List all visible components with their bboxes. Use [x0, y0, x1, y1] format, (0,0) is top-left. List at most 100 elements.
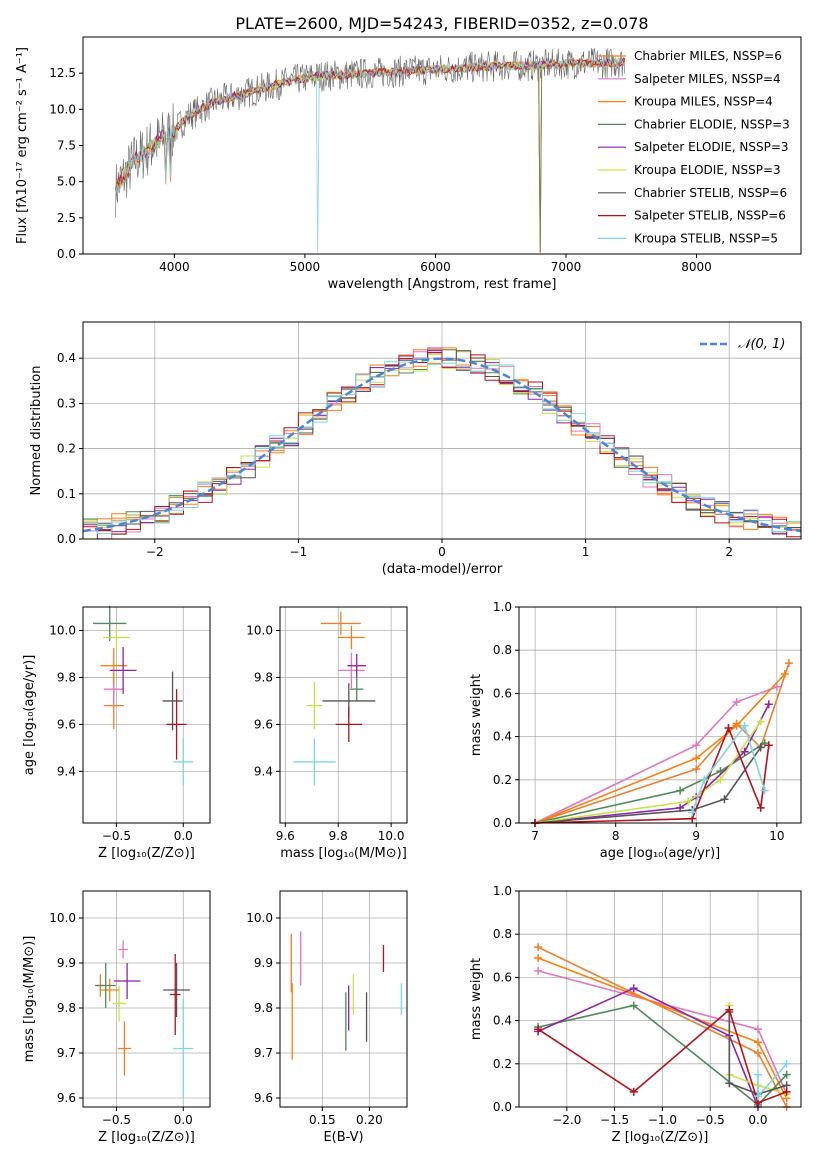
weight-series-line [537, 987, 759, 1108]
weight-marker [756, 803, 765, 812]
histogram-series [83, 351, 801, 538]
x-tick-label: 6000 [420, 260, 451, 274]
weight-marker [740, 747, 749, 756]
y-tick-label: 10.0 [49, 911, 76, 925]
weight-marker [740, 721, 749, 730]
weight-marker [692, 765, 701, 773]
weight-marker [764, 700, 773, 709]
weight-marker [534, 1025, 543, 1034]
weight-marker [716, 775, 725, 784]
legend-label: Salpeter MILES, NSSP=4 [634, 72, 781, 86]
x-tick-label: 0.0 [174, 829, 193, 843]
legend-label: Salpeter ELODIE, NSSP=3 [634, 140, 789, 154]
y-axis-label: mass weight [469, 674, 484, 756]
y-tick-label: 12.5 [49, 66, 76, 80]
x-tick-label: 8 [612, 829, 620, 843]
x-tick-label: 8000 [681, 260, 712, 274]
x-tick-label: 0.0 [748, 1113, 767, 1127]
y-tick-label: 9.4 [57, 764, 76, 778]
weight-marker [725, 1079, 734, 1088]
axes-frame [279, 606, 408, 824]
axes-frame [82, 36, 802, 255]
weight-series-line [728, 1012, 787, 1095]
spectrum-panel: 4000 5000 6000 7000 8000 0.0 2.5 5.0 7.5 10.0 12.5… [15, 36, 802, 292]
weight-marker [629, 1087, 638, 1096]
y-tick-label: 9.6 [254, 717, 273, 731]
y-tick-label: 0.6 [493, 686, 512, 700]
weight-marker [534, 966, 543, 975]
y-tick-label: 5.0 [57, 175, 76, 189]
y-tick-label: 0.4 [493, 1014, 512, 1028]
x-tick-label: −1.0 [648, 1113, 677, 1127]
x-tick-label: 0.0 [174, 1113, 193, 1127]
x-tick-label: 4000 [159, 260, 190, 274]
weight-marker [756, 717, 765, 726]
weight-marker [692, 741, 701, 750]
y-tick-label: 9.7 [57, 1046, 76, 1060]
y-tick-label: 0.0 [57, 532, 76, 546]
weight-marker [756, 743, 765, 752]
y-tick-label: 0.0 [57, 247, 76, 261]
weight-marker [782, 1087, 791, 1096]
x-tick-label: 9.8 [329, 829, 348, 843]
weight-marker [700, 775, 709, 784]
weight-series-line [534, 742, 766, 824]
weight-marker [534, 943, 543, 952]
y-tick-label: 0.4 [493, 730, 512, 744]
weight-marker [732, 721, 741, 730]
spectrum-line [115, 57, 626, 253]
y-tick-label: 0.0 [493, 816, 512, 830]
weight-marker [724, 723, 733, 732]
x-tick-label: 0.15 [309, 1113, 336, 1127]
axes-frame [82, 321, 802, 540]
y-tick-label: 9.8 [57, 1001, 76, 1015]
spectrum-line [115, 56, 626, 253]
legend-label: Chabrier ELODIE, NSSP=3 [634, 117, 790, 131]
weight-marker [772, 682, 781, 691]
weight-marker [760, 786, 769, 795]
y-axis-label: Flux [fλ10⁻¹⁷ erg cm⁻² s⁻¹ A⁻¹] [15, 47, 30, 244]
axes-frame [279, 890, 408, 1108]
y-tick-label: 10.0 [49, 102, 76, 116]
age-vs-metallicity-panel: −0.5 0.0 9.4 9.6 9.8 10.0 Z [log₁₀(Z/Z⊙)] age [… [22, 605, 211, 861]
weight-marker [780, 669, 789, 678]
legend-label: Kroupa MILES, NSSP=4 [634, 95, 773, 109]
y-tick-label: 9.8 [57, 670, 76, 684]
weight-series-line [535, 746, 762, 824]
weight-series-line [534, 686, 778, 824]
x-tick-label: −1.5 [600, 1113, 629, 1127]
weight-marker [688, 808, 697, 817]
weight-marker [692, 754, 701, 763]
y-tick-label: 1.0 [493, 600, 512, 614]
y-tick-label: 7.5 [57, 139, 76, 153]
weight-marker [784, 659, 793, 668]
x-tick-label: 0.20 [356, 1113, 383, 1127]
weight-vs-metallicity-panel: −2.0 −1.5 −1.0 −0.5 0.0 0.0 0.2 0.4 0.6 0.8 1.0 Z [… [469, 884, 802, 1145]
spectrum-line [115, 57, 626, 188]
weight-marker [753, 1038, 762, 1047]
weight-marker [753, 1049, 762, 1057]
age-vs-mass-panel: 9.6 9.8 10.0 9.4 9.6 9.8 10.0 mass [log₁₀(M/M⊙)… [246, 606, 408, 861]
legend-label: Salpeter STELIB, NSSP=6 [634, 209, 786, 223]
normal-curve [82, 357, 802, 533]
x-tick-label: −0.5 [696, 1113, 725, 1127]
axes-frame [82, 890, 211, 1108]
y-tick-label: 0.8 [493, 643, 512, 657]
y-tick-label: 9.9 [57, 956, 76, 970]
x-axis-label: Z [log₁₀(Z/Z⊙)] [612, 1130, 709, 1145]
spectrum-line [115, 57, 625, 197]
y-tick-label: 10.0 [49, 623, 76, 637]
legend-label: Chabrier MILES, NSSP=6 [634, 49, 782, 63]
x-tick-label: 5000 [290, 260, 321, 274]
weight-series-line [534, 662, 790, 824]
residual-histogram-panel: −2 −1 0 1 2 0.0 0.1 0.2 0.3 0.4 (data-model)/error… [29, 321, 802, 577]
x-axis-label: wavelength [Angstrom, rest frame] [328, 277, 557, 292]
weight-series-line [691, 724, 766, 813]
x-axis-label: age [log₁₀(age/yr)] [600, 846, 721, 861]
x-tick-label: 1 [582, 545, 590, 559]
y-tick-label: 0.3 [57, 396, 76, 410]
x-axis-label: (data-model)/error [382, 562, 503, 577]
x-tick-label: 2 [725, 545, 733, 559]
legend-label: 𝒩(0, 1) [738, 337, 785, 352]
x-tick-label: −2.0 [552, 1113, 581, 1127]
